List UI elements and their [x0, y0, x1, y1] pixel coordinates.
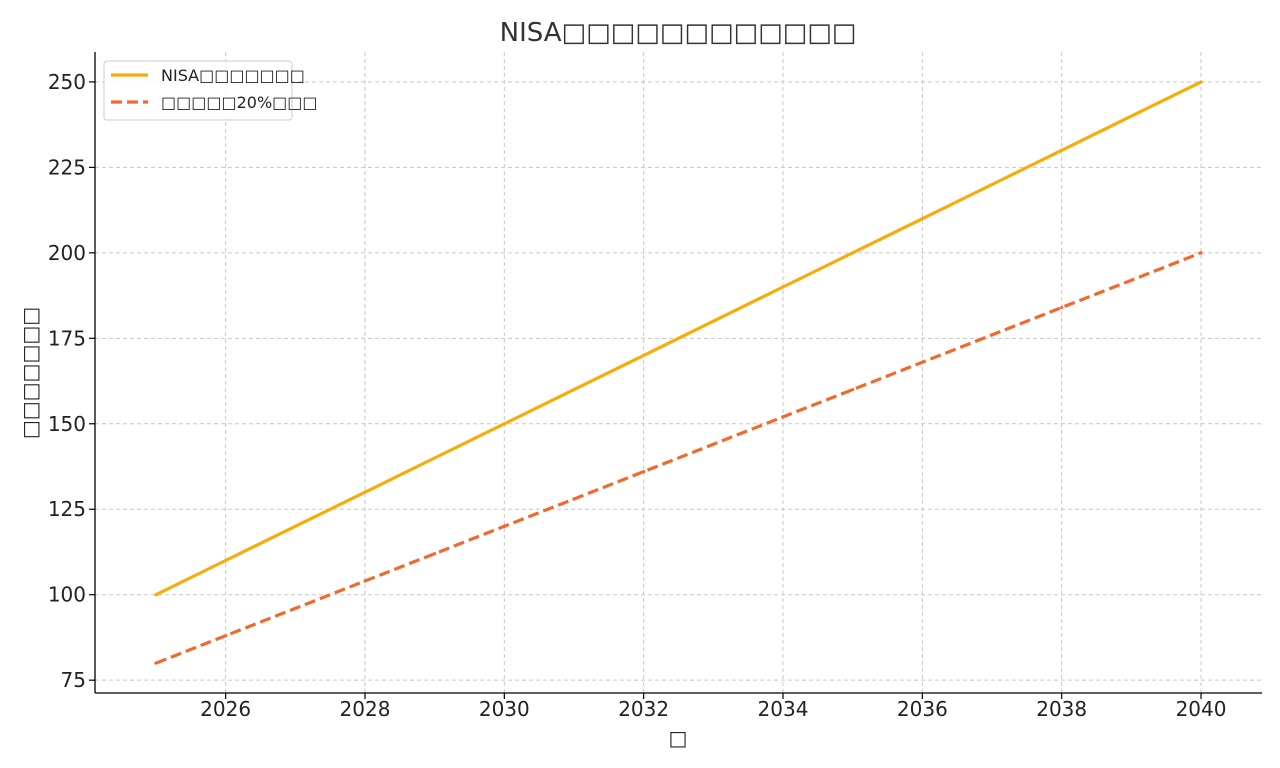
- data-point: [711, 442, 715, 446]
- data-point: [502, 524, 506, 528]
- y-axis-label: □□□□□□□: [18, 307, 42, 439]
- data-point: [433, 552, 437, 556]
- data-point: [642, 353, 646, 358]
- series-line-2: [155, 251, 1202, 665]
- data-point: [224, 634, 228, 638]
- data-point: [851, 251, 855, 255]
- data-point: [781, 415, 785, 419]
- y-tick-label: 150: [48, 412, 86, 436]
- y-tick-label: 125: [48, 497, 86, 521]
- series-line-1: [155, 80, 1202, 597]
- y-tick-label: 200: [48, 241, 86, 265]
- data-point: [990, 182, 994, 187]
- legend-label: NISA□□□□□□□: [161, 66, 305, 85]
- x-axis-label: □: [669, 726, 688, 750]
- y-tick-label: 250: [48, 70, 86, 94]
- data-point: [1199, 251, 1203, 255]
- data-point: [642, 470, 646, 474]
- series-lines: [154, 80, 1203, 665]
- x-tick-label: 2038: [1036, 697, 1087, 721]
- data-point: [363, 490, 367, 494]
- data-point: [1129, 114, 1133, 118]
- y-tick-label: 225: [48, 155, 86, 179]
- data-point: [572, 387, 576, 392]
- data-point: [1060, 305, 1064, 310]
- legend-box: [103, 60, 293, 121]
- x-tick-label: 2034: [758, 697, 809, 721]
- data-point: [920, 217, 924, 221]
- data-point: [433, 456, 437, 460]
- x-tick-label: 2040: [1176, 697, 1227, 721]
- data-point: [711, 319, 715, 323]
- data-point: [920, 360, 924, 364]
- x-ticks: 2026 2028 2030 2032 2034 2036 2038 2040: [200, 693, 1226, 721]
- data-point: [502, 422, 506, 426]
- data-point: [154, 661, 158, 665]
- data-point: [293, 606, 297, 610]
- x-tick-label: 2032: [618, 697, 669, 721]
- data-point: [1060, 148, 1064, 152]
- y-tick-label: 175: [48, 326, 86, 350]
- data-point: [781, 285, 785, 289]
- y-tick-label: 100: [48, 583, 86, 607]
- x-tick-label: 2026: [200, 697, 251, 721]
- grid: [95, 52, 1262, 693]
- data-point: [293, 524, 297, 528]
- x-tick-label: 2036: [897, 697, 948, 721]
- data-point: [990, 333, 994, 337]
- data-point: [154, 593, 158, 597]
- y-ticks: 75 100 125 150 175 200 225 250: [48, 70, 95, 692]
- x-tick-label: 2028: [340, 697, 391, 721]
- y-tick-label: 75: [61, 668, 86, 692]
- legend-label: □□□□□20%□□□: [161, 93, 318, 112]
- data-point: [1199, 80, 1203, 84]
- data-point: [572, 497, 576, 501]
- data-point: [363, 579, 367, 583]
- data-point: [851, 387, 855, 392]
- legend: NISA□□□□□□□ □□□□□20%□□□: [103, 60, 318, 121]
- axes: [94, 52, 1262, 694]
- chart-title: NISA□□□□□□□□□□□□: [500, 18, 857, 48]
- data-point: [1129, 278, 1133, 282]
- x-tick-label: 2030: [479, 697, 530, 721]
- data-point: [224, 558, 228, 563]
